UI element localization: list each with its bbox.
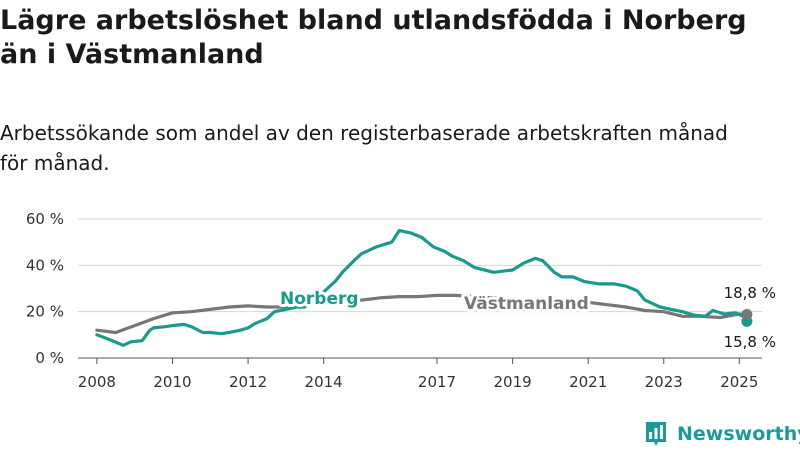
brand-name: Newsworthy — [677, 423, 800, 445]
series-line-vastmanland — [95, 293, 749, 335]
brand-logo[interactable]: Newsworthy — [644, 420, 800, 448]
x-tick-label: 2019 — [493, 373, 531, 391]
end-label-vastmanland: 18,8 % — [724, 284, 776, 302]
x-tick-label: 2010 — [153, 373, 191, 391]
series-label-vastmanland: Västmanland — [464, 294, 589, 314]
bar-chart-icon — [646, 422, 666, 446]
y-tick-label: 20 % — [26, 303, 64, 321]
end-marker-vastmanland — [741, 308, 753, 320]
x-tick-label: 2025 — [720, 373, 758, 391]
x-tick-label: 2012 — [229, 373, 267, 391]
y-tick-label: 60 % — [26, 210, 64, 228]
x-tick-label: 2008 — [78, 373, 116, 391]
x-tick-label: 2023 — [645, 373, 683, 391]
chart-subtitle: Arbetssökande som andel av den registerb… — [0, 118, 800, 178]
chart-title: Lägre arbetslöshet bland utlandsfödda i … — [0, 4, 800, 72]
x-tick-label: 2014 — [305, 373, 343, 391]
y-tick-label: 0 % — [35, 349, 64, 367]
x-tick-label: 2017 — [418, 373, 456, 391]
y-tick-label: 40 % — [26, 256, 64, 274]
series-line-norberg — [95, 229, 749, 347]
end-label-norberg: 15,8 % — [724, 333, 776, 351]
subtitle-line-1: Arbetssökande som andel av den registerb… — [0, 121, 728, 145]
title-line-1: Lägre arbetslöshet bland utlandsfödda i … — [0, 5, 747, 36]
title-line-2: än i Västmanland — [0, 39, 264, 70]
subtitle-line-2: för månad. — [0, 151, 110, 175]
series-label-norberg: Norberg — [280, 289, 359, 309]
x-tick-label: 2021 — [569, 373, 607, 391]
